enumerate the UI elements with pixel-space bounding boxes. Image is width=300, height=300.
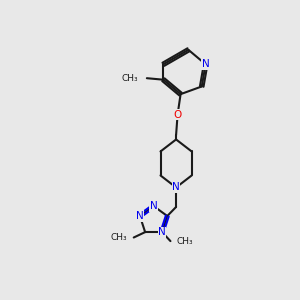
Text: CH₃: CH₃ xyxy=(110,233,127,242)
Text: CH₃: CH₃ xyxy=(122,74,139,83)
Text: O: O xyxy=(173,110,182,120)
Text: N: N xyxy=(172,182,180,193)
Text: N: N xyxy=(202,59,209,69)
Text: CH₃: CH₃ xyxy=(176,237,193,246)
Text: N: N xyxy=(158,227,166,237)
Text: N: N xyxy=(136,211,144,221)
Text: N: N xyxy=(150,201,158,211)
